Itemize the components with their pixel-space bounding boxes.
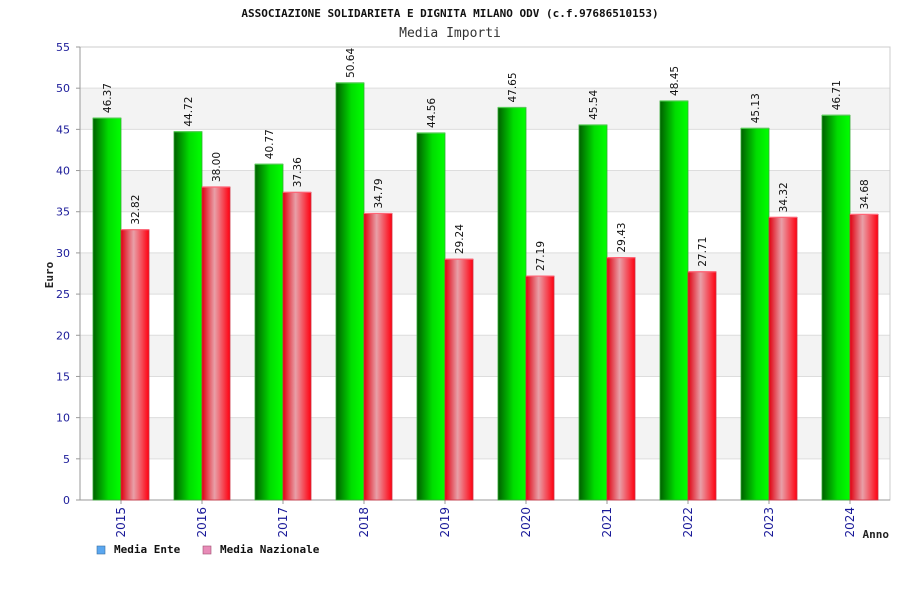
data-label: 29.43: [616, 223, 628, 253]
legend-swatch-media-nazionale: [202, 545, 212, 555]
data-label: 46.71: [831, 80, 843, 110]
data-label: 34.79: [373, 178, 385, 208]
x-tick-label: 2022: [681, 507, 695, 538]
y-tick-label: 35: [56, 206, 70, 219]
y-tick-label: 15: [56, 370, 70, 383]
bar-media-ente: [254, 163, 284, 501]
data-label: 37.36: [292, 157, 304, 187]
bar-media-ente: [578, 124, 608, 501]
data-label: 44.56: [426, 98, 438, 128]
data-label: 29.24: [454, 224, 466, 254]
data-label: 32.82: [130, 195, 142, 225]
data-label: 47.65: [507, 72, 519, 102]
bar-media-nazionale: [525, 275, 555, 501]
bar-media-nazionale: [282, 191, 312, 501]
y-tick-label: 0: [63, 494, 70, 507]
y-tick-label: 25: [56, 288, 70, 301]
y-tick-label: 45: [56, 123, 70, 136]
grid-band: [80, 47, 890, 89]
data-label: 48.45: [669, 66, 681, 96]
chart-subtitle: Media Importi: [399, 26, 501, 41]
bars: [92, 82, 879, 501]
bar-media-ente: [173, 131, 203, 501]
data-label: 27.19: [535, 241, 547, 271]
x-tick-label: 2023: [762, 507, 776, 538]
bar-media-nazionale: [849, 213, 879, 501]
data-label: 46.37: [102, 83, 114, 113]
y-tick-label: 5: [63, 453, 70, 466]
data-label: 50.64: [345, 48, 357, 78]
bar-media-nazionale: [606, 257, 636, 501]
bar-media-nazionale: [444, 258, 474, 501]
bar-media-ente: [92, 117, 122, 501]
bar-media-ente: [497, 107, 527, 501]
y-tick-label: 50: [56, 82, 70, 95]
bar-media-nazionale: [120, 229, 150, 501]
bar-media-nazionale: [687, 271, 717, 501]
x-tick-label: 2017: [276, 507, 290, 538]
bar-media-ente: [740, 127, 770, 501]
data-label: 40.77: [264, 129, 276, 159]
bar-media-nazionale: [201, 186, 231, 501]
data-labels: 46.37 32.82 44.72 38.00 40.77 37.36 50.64 34.79…: [102, 48, 871, 272]
x-tick-label: 2024: [843, 507, 857, 538]
legend-swatch-media-ente: [96, 545, 106, 555]
bar-media-ente: [335, 82, 365, 501]
data-label: 45.13: [750, 93, 762, 123]
y-tick-label: 40: [56, 165, 70, 178]
x-tick-label: 2020: [519, 507, 533, 538]
legend: Media Ente Media Nazionale: [96, 543, 320, 556]
x-tick-label: 2019: [438, 507, 452, 538]
data-label: 45.54: [588, 90, 600, 120]
bar-media-nazionale: [363, 213, 393, 501]
x-tick-label: 2016: [195, 507, 209, 538]
data-label: 34.32: [778, 182, 790, 212]
y-tick-label: 10: [56, 412, 70, 425]
data-label: 34.68: [859, 179, 871, 209]
legend-label-media-ente: Media Ente: [114, 543, 181, 556]
grid-band: [80, 88, 890, 130]
bar-media-nazionale: [768, 216, 798, 501]
bar-media-ente: [659, 100, 689, 501]
x-tick-label: 2021: [600, 507, 614, 538]
chart-title: ASSOCIAZIONE SOLIDARIETA E DIGNITA MILAN…: [241, 7, 658, 20]
y-tick-label: 20: [56, 329, 70, 342]
x-tick-label: 2015: [114, 507, 128, 538]
x-tick-label: 2018: [357, 507, 371, 538]
x-axis-label: Anno: [863, 528, 890, 541]
y-tick-label: 55: [56, 41, 70, 54]
y-tick-label: 30: [56, 247, 70, 260]
bar-media-ente: [821, 114, 851, 501]
data-label: 38.00: [211, 152, 223, 182]
legend-label-media-nazionale: Media Nazionale: [220, 543, 320, 556]
y-axis-label: Euro: [43, 261, 56, 288]
bar-media-ente: [416, 132, 446, 501]
data-label: 44.72: [183, 97, 195, 127]
data-label: 27.71: [697, 237, 709, 267]
